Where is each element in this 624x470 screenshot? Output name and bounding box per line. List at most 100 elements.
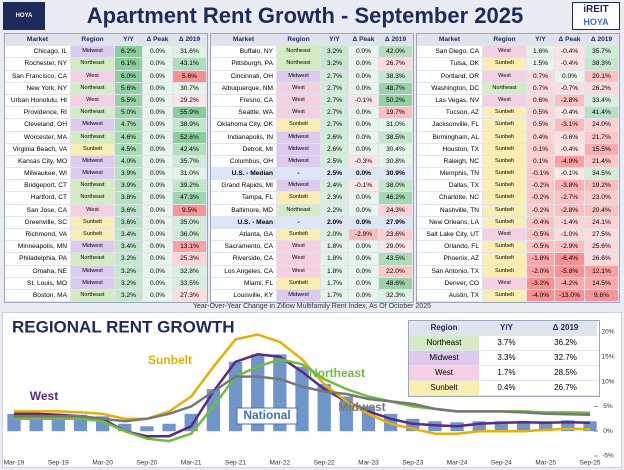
table-row: Urban Honolulu, HI West 5.5% 0.0% 29.2%: [5, 94, 207, 108]
delta-peak: -2.7%: [555, 192, 585, 204]
yoy: 0.4%: [479, 381, 534, 395]
delta-2019: 30.8%: [379, 155, 413, 168]
region: West: [71, 204, 115, 216]
region: Northeast: [277, 46, 321, 58]
market: U.S. - Mean: [211, 216, 277, 228]
delta-peak: -3.8%: [555, 180, 585, 192]
series-line: [14, 353, 591, 438]
x-tick-label: Sep-25: [580, 460, 601, 467]
bar: [494, 421, 509, 432]
region: West: [277, 241, 321, 253]
yoy: -0.2%: [527, 204, 555, 216]
table-row: U.S. - Median -2.5% 0.0% 30.9%: [211, 168, 413, 181]
yoy: 1.8%: [321, 265, 349, 277]
region: Sunbelt: [483, 180, 527, 192]
delta-peak: -2.9%: [555, 241, 585, 253]
region: Sunbelt: [277, 192, 321, 204]
delta-peak: 0.0%: [349, 241, 379, 253]
delta-2019: 31.6%: [173, 46, 207, 58]
region: Midwest: [277, 289, 321, 302]
delta-peak: 0.0%: [143, 241, 173, 253]
table-row: Philadelphia, PA Northeast 3.2% 0.0% 25.3%: [5, 253, 207, 266]
bar: [472, 421, 486, 432]
table-row: Louisville, KY Midwest 1.7% 0.0% 32.3%: [211, 289, 413, 303]
table-row: Fresno, CA West 2.7% -0.1% 50.2%: [211, 94, 413, 108]
market: Dallas, TX: [417, 180, 483, 192]
yoy: 2.7%: [321, 119, 349, 131]
delta-peak: -3.1%: [555, 119, 585, 131]
table-row: Milwaukee, WI Midwest 3.9% 0.0% 31.0%: [5, 168, 207, 181]
region: West: [483, 277, 527, 289]
delta-2019: 38.0%: [379, 180, 413, 192]
column-header: Market: [5, 34, 71, 46]
region: West: [409, 366, 479, 380]
table-row: Orlando, FL Sunbelt -0.5% -2.9% 25.6%: [417, 241, 619, 254]
yoy: 1.7%: [479, 366, 534, 380]
table-row: Tulsa, OK Sunbelt 1.5% -0.4% 38.3%: [417, 58, 619, 71]
market: Raleigh, NC: [417, 155, 483, 168]
yoy: 3.2%: [115, 277, 143, 289]
yoy: 2.5%: [321, 155, 349, 168]
column-header: Market: [211, 34, 277, 46]
delta-2019: 42.0%: [379, 46, 413, 58]
delta-2019: 19.2%: [585, 180, 619, 192]
market: U.S. - Median: [211, 168, 277, 180]
x-tick-label: Sep-22: [314, 460, 335, 467]
yoy: 3.2%: [321, 58, 349, 70]
delta-2019: 24.3%: [379, 204, 413, 216]
bar: [118, 423, 132, 432]
delta-peak: 0.0%: [143, 119, 173, 131]
region: Sunbelt: [483, 143, 527, 155]
delta-peak: 0.0%: [143, 216, 173, 228]
column-header: Region: [409, 321, 479, 335]
delta-2019: 30.9%: [379, 168, 413, 180]
market: Boston, MA: [5, 289, 71, 302]
regional-row: West 1.7% 28.5%: [409, 366, 599, 381]
table-row: Raleigh, NC Sunbelt 0.1% -4.9% 21.4%: [417, 155, 619, 169]
yoy: 2.2%: [321, 204, 349, 216]
regional-row: Sunbelt 0.4% 26.7%: [409, 381, 599, 396]
yoy: 2.7%: [321, 82, 349, 94]
table-row: Denver, CO West -3.2% -4.2% 14.5%: [417, 277, 619, 290]
yoy: -0.2%: [527, 192, 555, 204]
market: Seattle, WA: [211, 107, 277, 119]
table-row: Washington, DC Northeast 0.7% -0.7% 26.2%: [417, 82, 619, 95]
yoy: 2.5%: [321, 168, 349, 180]
market: Omaha, NE: [5, 265, 71, 277]
region: Northeast: [409, 336, 479, 350]
market: Providence, RI: [5, 107, 71, 119]
region: Midwest: [409, 351, 479, 365]
delta-2019: 41.4%: [585, 107, 619, 119]
region: West: [483, 229, 527, 241]
region: Midwest: [71, 241, 115, 253]
delta-peak: 0.0%: [143, 253, 173, 265]
bar: [317, 384, 331, 432]
table-row: Albuquerque, NM West 2.7% 0.0% 48.7%: [211, 82, 413, 95]
table-row: Miami, FL Sunbelt 1.7% 0.0% 48.6%: [211, 277, 413, 290]
market-table: Market Region Y/Y Δ Peak Δ 2019 Buffalo, NY No…: [210, 33, 414, 304]
delta-2019: 52.6%: [173, 131, 207, 143]
series-label: West: [30, 389, 58, 403]
delta-2019: 15.5%: [585, 143, 619, 155]
market: Tucson, AZ: [417, 107, 483, 119]
market: Nashville, TN: [417, 204, 483, 216]
market: Albuquerque, NM: [211, 82, 277, 94]
region: West: [277, 82, 321, 94]
x-tick-label: Mar-20: [92, 460, 113, 467]
region: West: [483, 46, 527, 58]
region: Sunbelt: [483, 119, 527, 131]
table-row: Worcester, MA Northeast 4.6% 0.0% 52.6%: [5, 131, 207, 144]
delta-2019: 32.7%: [534, 351, 597, 365]
column-header: Y/Y: [527, 34, 555, 46]
market: Sacramento, CA: [211, 241, 277, 253]
column-header: Δ 2019: [585, 34, 619, 46]
market: Indianapolis, IN: [211, 131, 277, 143]
market: New Orleans, LA: [417, 216, 483, 228]
delta-2019: 33.5%: [173, 277, 207, 289]
delta-2019: 31.0%: [379, 119, 413, 131]
delta-peak: 0.0%: [143, 168, 173, 180]
bar: [516, 421, 531, 432]
market: Hartford, CT: [5, 192, 71, 204]
region: Northeast: [71, 192, 115, 204]
